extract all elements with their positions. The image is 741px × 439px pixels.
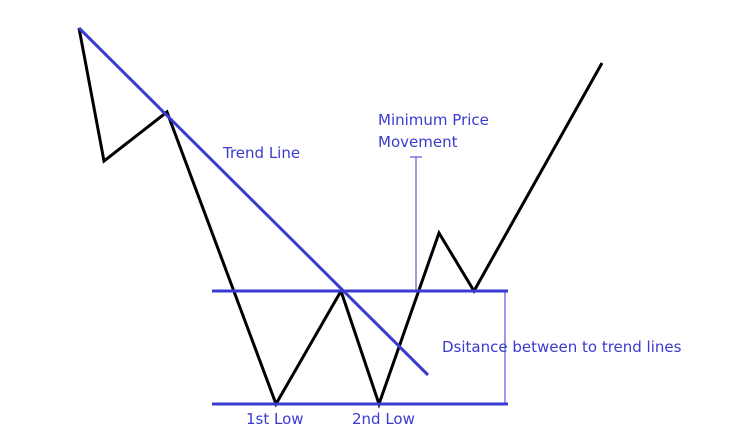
minimum-price-label-line1: Minimum Price <box>378 111 489 129</box>
distance-label: Dsitance between to trend lines <box>442 338 682 356</box>
trend-line <box>77 26 430 377</box>
trend-line-label: Trend Line <box>223 144 301 162</box>
second-low-label: 2nd Low <box>352 410 415 428</box>
minimum-price-label-line2: Movement <box>378 133 458 151</box>
first-low-label: 1st Low <box>246 410 304 428</box>
